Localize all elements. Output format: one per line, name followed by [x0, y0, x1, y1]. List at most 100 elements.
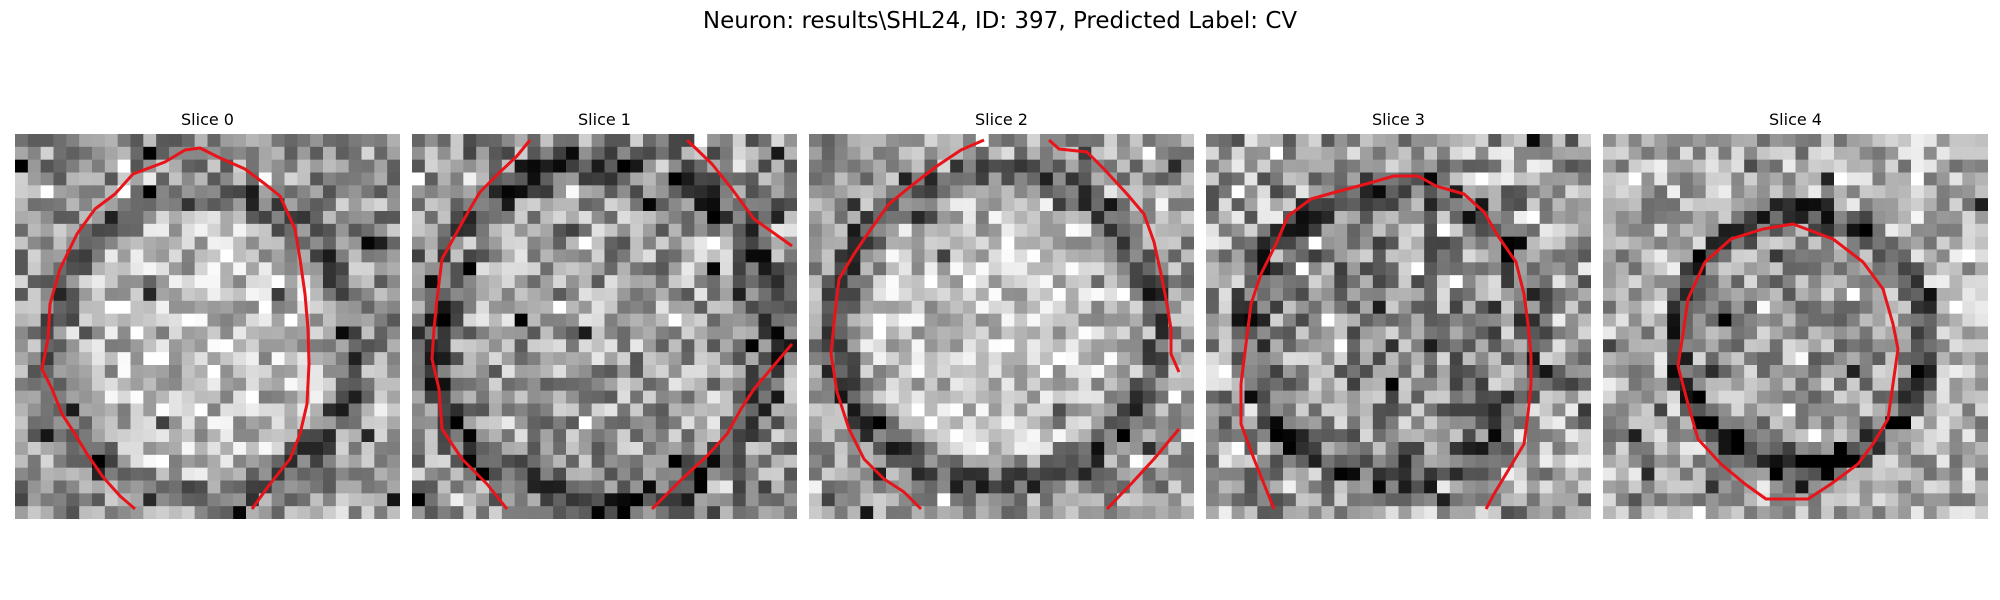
image-pixel: [630, 377, 644, 392]
image-pixel: [117, 429, 131, 443]
image-pixel: [437, 300, 451, 315]
image-pixel: [156, 146, 170, 161]
image-pixel: [1615, 300, 1630, 315]
image-pixel: [732, 134, 747, 148]
image-pixel: [1898, 377, 1912, 392]
image-pixel: [104, 236, 119, 250]
image-pixel: [207, 352, 221, 366]
image-pixel: [374, 416, 388, 430]
image-pixel: [860, 467, 874, 481]
image-pixel: [1206, 454, 1220, 469]
image-pixel: [40, 416, 54, 430]
image-pixel: [1808, 198, 1822, 212]
image-pixel: [758, 288, 772, 302]
image-pixel: [66, 442, 80, 456]
image-pixel: [1782, 211, 1796, 225]
image-pixel: [1001, 172, 1015, 186]
image-pixel: [1091, 377, 1105, 392]
image-pixel: [655, 313, 670, 327]
image-pixel: [1308, 236, 1322, 250]
image-pixel: [681, 262, 695, 276]
image-pixel: [655, 146, 670, 161]
image-pixel: [258, 365, 273, 379]
image-pixel: [53, 288, 67, 302]
image-pixel: [463, 480, 477, 494]
image-pixel: [527, 326, 541, 340]
image-pixel: [1270, 442, 1284, 456]
image-pixel: [1052, 467, 1067, 481]
image-pixel: [1027, 198, 1041, 212]
image-pixel: [1295, 300, 1310, 315]
image-pixel: [1424, 339, 1438, 353]
image-pixel: [604, 211, 618, 225]
image-pixel: [1398, 275, 1412, 289]
image-pixel: [1539, 275, 1553, 289]
image-pixel: [79, 185, 93, 199]
image-pixel: [1488, 352, 1502, 366]
image-pixel: [1411, 429, 1425, 443]
image-pixel: [1475, 352, 1489, 366]
image-pixel: [335, 275, 350, 289]
image-pixel: [1424, 377, 1438, 392]
image-pixel: [821, 506, 836, 519]
image-pixel: [1539, 262, 1553, 276]
image-pixel: [104, 416, 119, 430]
image-pixel: [1962, 288, 1976, 302]
image-pixel: [630, 211, 644, 225]
image-pixel: [1744, 493, 1758, 507]
image-pixel: [1859, 159, 1873, 173]
image-pixel: [1795, 429, 1809, 443]
image-pixel: [246, 352, 260, 366]
image-pixel: [66, 326, 80, 340]
image-pixel: [1462, 211, 1476, 225]
image-pixel: [1731, 172, 1745, 186]
image-pixel: [1283, 236, 1297, 250]
image-pixel: [898, 198, 913, 212]
image-pixel: [194, 403, 208, 417]
image-pixel: [104, 275, 119, 289]
image-pixel: [156, 352, 170, 366]
image-pixel: [1218, 223, 1233, 238]
image-pixel: [323, 262, 337, 276]
image-pixel: [898, 365, 913, 379]
image-pixel: [681, 275, 695, 289]
image-pixel: [937, 442, 951, 456]
image-pixel: [246, 454, 260, 469]
image-pixel: [489, 416, 503, 430]
image-pixel: [450, 262, 464, 276]
image-pixel: [1923, 365, 1938, 379]
image-pixel: [758, 339, 772, 353]
image-pixel: [1449, 134, 1464, 148]
image-pixel: [66, 288, 80, 302]
image-pixel: [412, 403, 426, 417]
image-pixel: [1283, 480, 1297, 494]
image-pixel: [1424, 403, 1438, 417]
image-pixel: [1168, 403, 1182, 417]
image-pixel: [1283, 454, 1297, 469]
image-pixel: [27, 275, 42, 289]
image-pixel: [323, 454, 337, 469]
image-pixel: [1821, 429, 1835, 443]
image-pixel: [489, 403, 503, 417]
image-pixel: [1692, 339, 1707, 353]
image-pixel: [950, 467, 964, 481]
image-pixel: [821, 390, 836, 404]
image-pixel: [1360, 185, 1374, 199]
image-pixel: [335, 365, 350, 379]
image-pixel: [1181, 185, 1194, 199]
image-pixel: [79, 262, 93, 276]
image-pixel: [361, 313, 375, 327]
image-pixel: [937, 403, 951, 417]
image-pixel: [169, 185, 183, 199]
image-pixel: [117, 326, 131, 340]
image-pixel: [1206, 506, 1220, 519]
image-pixel: [758, 185, 772, 199]
image-pixel: [1449, 352, 1464, 366]
image-pixel: [1040, 211, 1054, 225]
image-pixel: [1385, 313, 1399, 327]
image-pixel: [591, 506, 605, 519]
image-pixel: [1603, 454, 1617, 469]
image-pixel: [540, 365, 554, 379]
image-pixel: [323, 339, 337, 353]
image-pixel: [1283, 352, 1297, 366]
